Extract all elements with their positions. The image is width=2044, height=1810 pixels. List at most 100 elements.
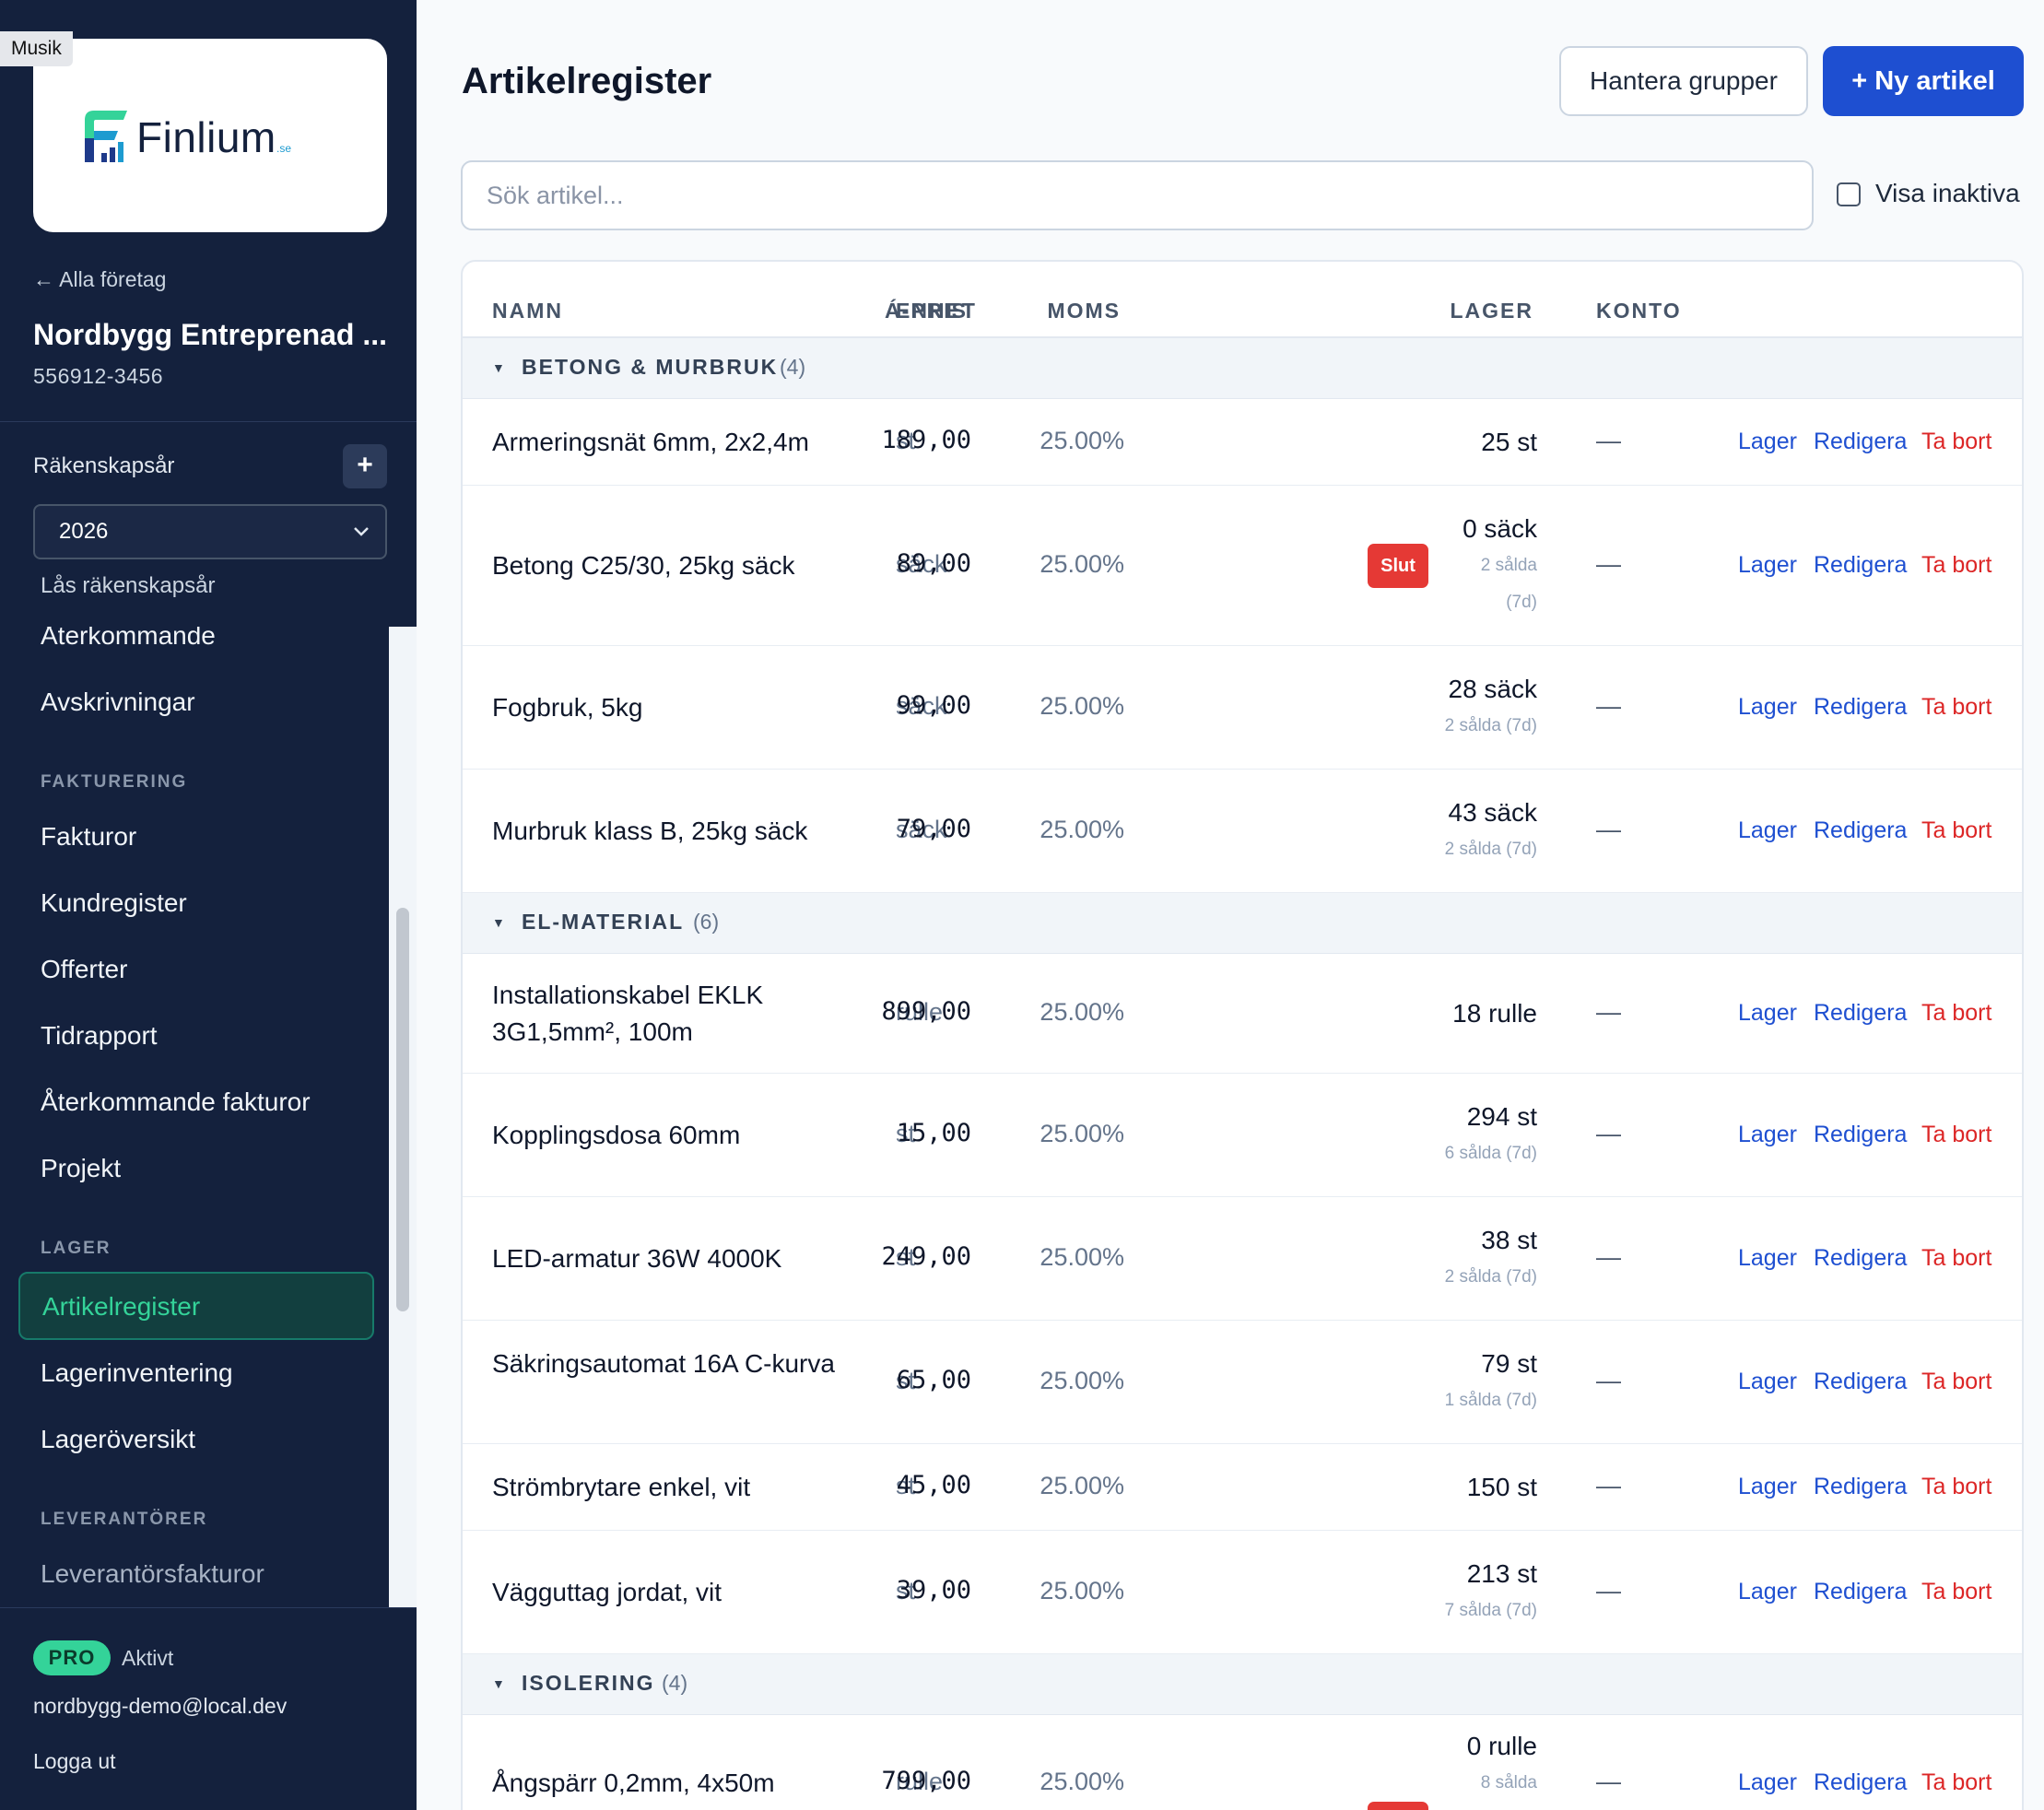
divider [0,1607,417,1608]
delete-action-link[interactable]: Ta bort [1921,817,1992,843]
stock-sold-7d: 2 sålda (7d) [1444,840,1537,859]
plan-badge: PRO [33,1640,111,1675]
fiscal-year-select[interactable]: 2026 [33,504,387,559]
company-logo-card[interactable]: Finlium .se [33,39,387,232]
group-row[interactable]: ▼ ISOLERING (4) [463,1654,2022,1715]
edit-action-link[interactable]: Redigera [1814,1369,1908,1394]
logout-link[interactable]: Logga ut [33,1749,116,1773]
article-vat: 25.00% [1040,816,1124,843]
show-inactive-checkbox[interactable] [1837,182,1861,206]
col-header-account: KONTO [1596,299,1682,323]
article-unit: st [896,1120,916,1147]
article-name: Fogbruk, 5kg [492,693,643,722]
table-row: Betong C25/30, 25kg säck säck 89,00 25.00% 0… [463,486,2022,646]
back-to-companies-link[interactable]: ← Alla företag [33,267,167,291]
stock-action-link[interactable]: Lager [1738,1245,1797,1271]
delete-action-link[interactable]: Ta bort [1921,429,1992,454]
add-fiscal-year-button[interactable]: + [343,444,387,488]
lock-fiscal-year-link[interactable]: Lås räkenskapsår [41,573,216,598]
sidebar-item-depreciation[interactable]: Avskrivningar [41,688,195,716]
delete-action-link[interactable]: Ta bort [1921,1000,1992,1026]
article-vat: 25.00% [1040,1472,1124,1499]
sidebar-item-recurring-invoices[interactable]: Återkommande fakturor [41,1087,311,1116]
stock-action-link[interactable]: Lager [1738,1769,1797,1795]
article-account: — [1596,816,1621,843]
sidebar-item-customers[interactable]: Kundregister [41,888,187,917]
caret-down-icon[interactable]: ▼ [492,1676,505,1691]
group-name: ISOLERING [522,1671,655,1695]
stock-action-link[interactable]: Lager [1738,1579,1797,1604]
article-account: — [1596,1120,1621,1147]
sidebar-item-recurring[interactable]: Återkommande [41,627,216,650]
caret-down-icon[interactable]: ▼ [492,360,505,375]
edit-action-link[interactable]: Redigera [1814,1474,1908,1499]
article-stock: 43 säck 2 sålda (7d) [1353,794,1537,868]
sidebar-item-supplier-invoices[interactable]: Leverantörsfakturor [41,1559,264,1588]
sidebar-item-projects[interactable]: Projekt [41,1154,122,1182]
os-menu-label[interactable]: Musik [0,31,73,66]
stock-action-link[interactable]: Lager [1738,1369,1797,1394]
delete-action-link[interactable]: Ta bort [1921,694,1992,720]
sidebar-item-timesheet[interactable]: Tidrapport [41,1021,158,1050]
stock-action-link[interactable]: Lager [1738,1474,1797,1499]
logo-domain: .se [276,142,292,155]
edit-action-link[interactable]: Redigera [1814,1245,1908,1271]
stock-action-link[interactable]: Lager [1738,694,1797,720]
new-article-button[interactable]: + Ny artikel [1823,46,2024,116]
sidebar: Finlium .se ← Alla företag Nordbygg Entr… [0,0,417,1810]
edit-action-link[interactable]: Redigera [1814,1000,1908,1026]
sidebar-item-stocktake[interactable]: Lagerinventering [41,1358,233,1387]
article-name: Kopplingsdosa 60mm [492,1121,741,1149]
group-row[interactable]: ▼ EL-MATERIAL (6) [463,893,2022,954]
sidebar-item-stock-overview[interactable]: Lageröversikt [41,1425,196,1453]
divider [0,421,417,422]
stock-sold-7d: 2 sålda (7d) [1444,1267,1537,1287]
edit-action-link[interactable]: Redigera [1814,429,1908,454]
out-of-stock-badge: Slut [1368,544,1428,588]
article-stock: 0 rulle 8 sålda [1353,1728,1537,1802]
show-inactive-label[interactable]: Visa inaktiva [1875,179,2020,207]
company-name: Nordbygg Entreprenad ... [33,318,388,351]
delete-action-link[interactable]: Ta bort [1921,1369,1992,1394]
sidebar-item-quotes[interactable]: Offerter [41,955,128,983]
stock-action-link[interactable]: Lager [1738,429,1797,454]
table-row: Murbruk klass B, 25kg säck säck 79,00 25.00… [463,770,2022,893]
delete-action-link[interactable]: Ta bort [1921,1769,1992,1795]
delete-action-link[interactable]: Ta bort [1921,1245,1992,1271]
delete-action-link[interactable]: Ta bort [1921,1579,1992,1604]
delete-action-link[interactable]: Ta bort [1921,552,1992,578]
sidebar-item-invoices[interactable]: Fakturor [41,822,137,851]
stock-sold-7d: 6 sålda (7d) [1444,1144,1537,1163]
article-unit: st [896,1472,916,1499]
edit-action-link[interactable]: Redigera [1814,694,1908,720]
article-stock: 150 st [1353,1469,1537,1506]
stock-sold-count: 2 sålda [1480,556,1537,575]
delete-action-link[interactable]: Ta bort [1921,1122,1992,1147]
edit-action-link[interactable]: Redigera [1814,1769,1908,1795]
article-account: — [1596,1577,1621,1604]
sidebar-scrollbar-thumb[interactable] [396,908,409,1311]
delete-action-link[interactable]: Ta bort [1921,1474,1992,1499]
edit-action-link[interactable]: Redigera [1814,552,1908,578]
fiscal-year-label: Räkenskapsår [33,453,175,478]
col-header-price: Á-PRIS [885,299,968,323]
search-input[interactable]: Sök artikel... [461,160,1814,230]
plan-status: Aktivt [122,1646,174,1670]
caret-down-icon[interactable]: ▼ [492,915,505,930]
article-unit: st [896,1367,916,1394]
article-account: — [1596,1768,1621,1795]
edit-action-link[interactable]: Redigera [1814,1579,1908,1604]
edit-action-link[interactable]: Redigera [1814,817,1908,843]
sidebar-item-articles[interactable] [18,1272,374,1340]
manage-groups-button[interactable]: Hantera grupper [1559,46,1808,116]
stock-action-link[interactable]: Lager [1738,1122,1797,1147]
nav-section-invoicing: FAKTURERING [41,772,188,792]
stock-action-link[interactable]: Lager [1738,1000,1797,1026]
stock-action-link[interactable]: Lager [1738,817,1797,843]
article-name: Säkringsautomat 16A C-kurva [492,1349,835,1378]
article-price: 45,00 [896,1471,971,1499]
stock-action-link[interactable]: Lager [1738,552,1797,578]
stock-quantity: 43 säck [1448,798,1538,827]
group-row[interactable]: ▼ BETONG & MURBRUK (4) [463,338,2022,399]
edit-action-link[interactable]: Redigera [1814,1122,1908,1147]
